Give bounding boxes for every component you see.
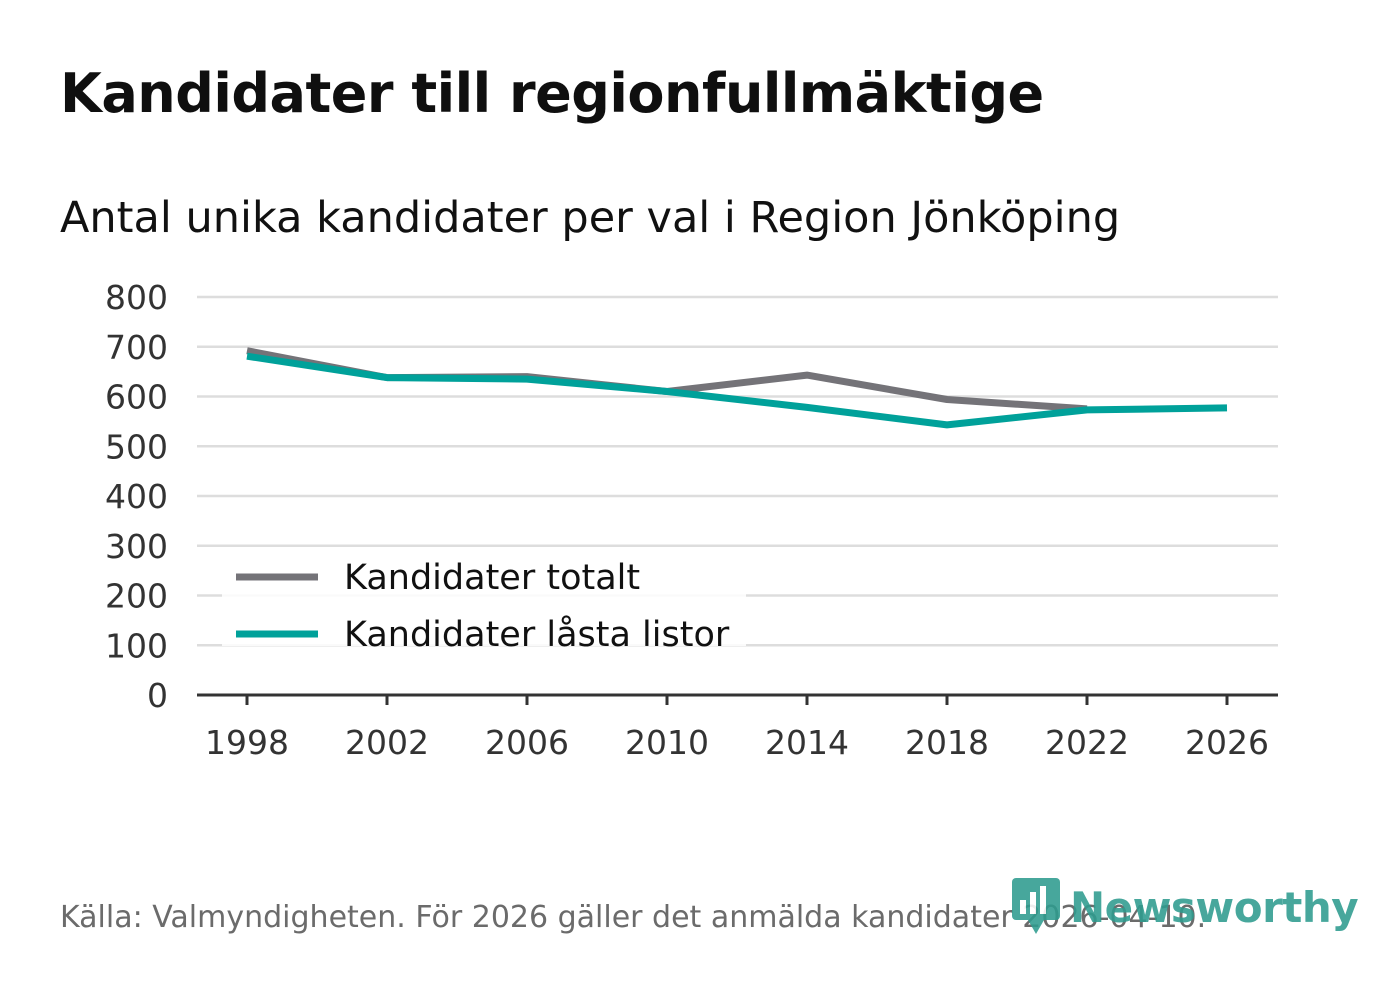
x-tick-label: 2018 <box>905 723 989 762</box>
legend-label: Kandidater låsta listor <box>344 614 730 655</box>
legend: Kandidater totalt Kandidater låsta listor <box>222 548 746 655</box>
legend-background <box>222 548 746 646</box>
x-tick-label: 2002 <box>345 723 429 762</box>
legend-label: Kandidater totalt <box>344 558 640 598</box>
x-tick-label: 2026 <box>1185 723 1269 762</box>
x-tick-label: 2022 <box>1045 723 1129 762</box>
y-tick-label: 800 <box>105 278 168 317</box>
series-line-kandidater-lasta-listor <box>246 352 1228 429</box>
line-chart: 0 100 200 300 400 500 600 700 800 1998 2002 2006 20… <box>105 278 1278 762</box>
y-tick-label: 0 <box>147 676 168 715</box>
x-tick-label: 2014 <box>765 723 849 762</box>
y-axis-tick-labels: 0 100 200 300 400 500 600 700 800 <box>105 278 168 715</box>
newsworthy-logo-icon <box>1012 878 1060 934</box>
x-tick-label: 1998 <box>205 723 289 762</box>
grid-lines <box>197 295 1278 647</box>
chart-subtitle: Antal unika kandidater per val i Region … <box>60 193 1121 243</box>
brand-name: Newsworthy <box>1070 882 1359 932</box>
series-line-kandidater-totalt <box>246 347 1088 413</box>
y-tick-label: 300 <box>105 527 168 566</box>
chart-title: Kandidater till regionfullmäktige <box>60 62 1044 125</box>
series-lines <box>246 347 1228 429</box>
y-tick-label: 400 <box>105 477 168 516</box>
y-tick-label: 500 <box>105 427 168 466</box>
x-tick-label: 2010 <box>625 723 709 762</box>
x-tick-label: 2006 <box>485 723 569 762</box>
y-tick-label: 700 <box>105 328 168 367</box>
y-tick-label: 600 <box>105 378 168 417</box>
y-tick-label: 200 <box>105 577 168 616</box>
brand-logo: Newsworthy <box>1010 876 1359 938</box>
x-axis: 1998 2002 2006 2010 2014 2018 2022 2026 <box>197 693 1278 762</box>
y-tick-label: 100 <box>105 626 168 665</box>
